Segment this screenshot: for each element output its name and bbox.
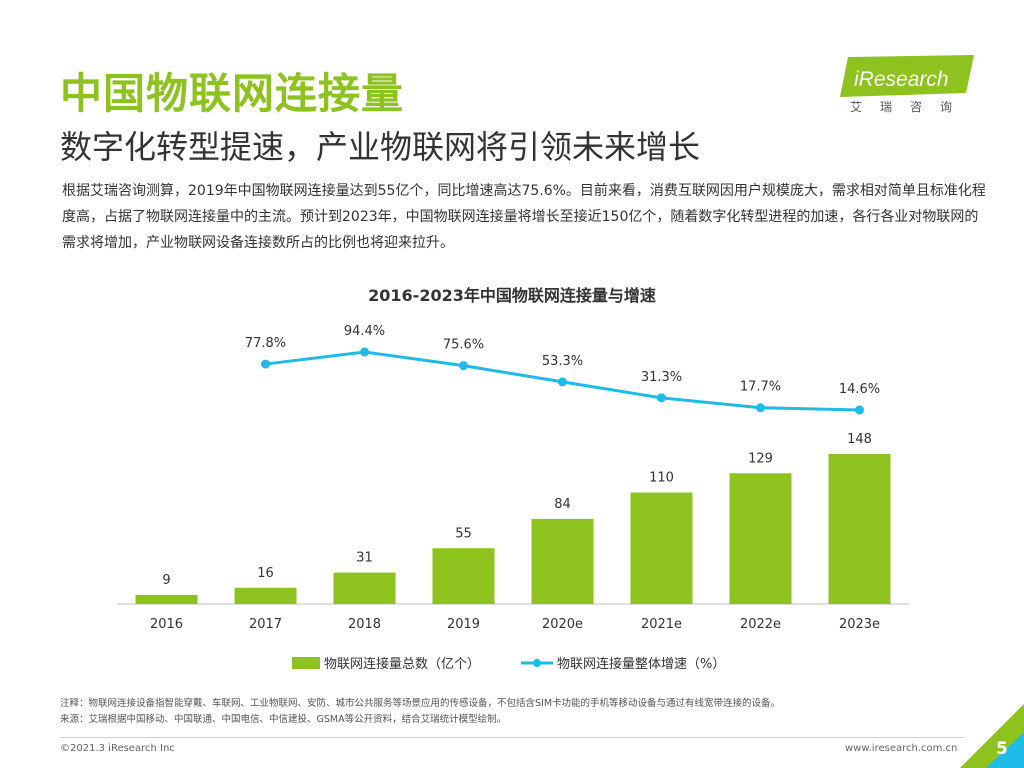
growth-point-2017 bbox=[261, 359, 270, 369]
x-tick-label-2017: 2017 bbox=[249, 617, 282, 632]
bar-2023e bbox=[828, 454, 891, 604]
legend-line-label: 物联网连接量整体增速（%） bbox=[557, 656, 725, 672]
chart-title: 2016-2023年中国物联网连接量与增速 bbox=[368, 286, 656, 305]
x-tick-label-2018: 2018 bbox=[348, 617, 381, 632]
bar-2021e bbox=[630, 492, 693, 604]
growth-point-2020e bbox=[558, 377, 567, 387]
x-tick-label-2016: 2016 bbox=[150, 617, 183, 632]
bar-2020e bbox=[531, 518, 594, 604]
bar-value-label-2020e: 84 bbox=[554, 497, 571, 512]
logo-brand-cn: 艾瑞咨询 bbox=[850, 100, 971, 114]
x-tick-label-2019: 2019 bbox=[447, 617, 480, 632]
bar-value-label-2023e: 148 bbox=[847, 432, 872, 447]
bar-2022e bbox=[729, 473, 792, 604]
bar-2017 bbox=[234, 587, 297, 604]
growth-point-2019 bbox=[459, 361, 468, 371]
website-link[interactable]: www.iresearch.com.cn bbox=[845, 743, 958, 754]
page-number: 5 bbox=[996, 739, 1008, 759]
growth-label-2022e: 17.7% bbox=[740, 380, 781, 395]
page-subtitle: 数字化转型提速，产业物联网将引领未来增长 bbox=[60, 128, 701, 166]
legend-bar-swatch bbox=[292, 657, 320, 669]
growth-point-2022e bbox=[756, 403, 765, 413]
chart-source: 来源：艾瑞根据中国移动、中国联通、中国电信、中信建投、GSMA等公开资料，结合艾… bbox=[60, 714, 507, 725]
growth-point-2023e bbox=[855, 405, 864, 415]
x-tick-label-2020e: 2020e bbox=[542, 617, 583, 632]
footer-divider bbox=[60, 737, 965, 738]
growth-label-2020e: 53.3% bbox=[542, 354, 583, 369]
corner-decoration bbox=[960, 704, 1024, 768]
growth-label-2021e: 31.3% bbox=[641, 370, 682, 385]
bar-value-label-2022e: 129 bbox=[748, 451, 773, 466]
page-title: 中国物联网连接量 bbox=[60, 69, 405, 118]
growth-label-2017: 77.8% bbox=[245, 336, 286, 351]
x-tick-label-2021e: 2021e bbox=[641, 617, 682, 632]
legend-line-marker bbox=[533, 659, 541, 667]
bar-value-label-2017: 16 bbox=[257, 566, 274, 581]
copyright-text: ©2021.3 iResearch Inc bbox=[60, 743, 175, 754]
x-tick-label-2023e: 2023e bbox=[839, 617, 880, 632]
growth-label-2019: 75.6% bbox=[443, 338, 484, 353]
growth-label-2023e: 14.6% bbox=[839, 382, 880, 397]
description-paragraph: 根据艾瑞咨询测算，2019年中国物联网连接量达到55亿个，同比增速高达75.6%… bbox=[62, 183, 986, 251]
notes-block: 注释：物联网连接设备指智能穿戴、车联网、工业物联网、安防、城市公共服务等场景应用… bbox=[60, 696, 780, 728]
bar-2018 bbox=[333, 572, 396, 604]
bar-2016 bbox=[135, 594, 198, 604]
bar-2019 bbox=[432, 548, 495, 604]
growth-point-2021e bbox=[657, 393, 666, 403]
chart-note: 注释：物联网连接设备指智能穿戴、车联网、工业物联网、安防、城市公共服务等场景应用… bbox=[60, 698, 781, 709]
legend-bar-label: 物联网连接量总数（亿个） bbox=[324, 656, 480, 672]
bar-value-label-2021e: 110 bbox=[649, 471, 674, 486]
growth-point-2018 bbox=[360, 347, 369, 357]
bar-value-label-2016: 9 bbox=[162, 573, 170, 588]
iresearch-logo: iResearch bbox=[840, 55, 974, 97]
bar-value-label-2018: 31 bbox=[356, 551, 373, 566]
logo-brand-text: iResearch bbox=[854, 68, 949, 91]
bar-value-label-2019: 55 bbox=[455, 526, 472, 541]
chart-canvas: 9 2016 16 2017 31 2018 55 2019 84 2020e 110 2021e 12… bbox=[117, 324, 909, 672]
x-tick-label-2022e: 2022e bbox=[740, 617, 781, 632]
growth-label-2018: 94.4% bbox=[344, 324, 385, 339]
